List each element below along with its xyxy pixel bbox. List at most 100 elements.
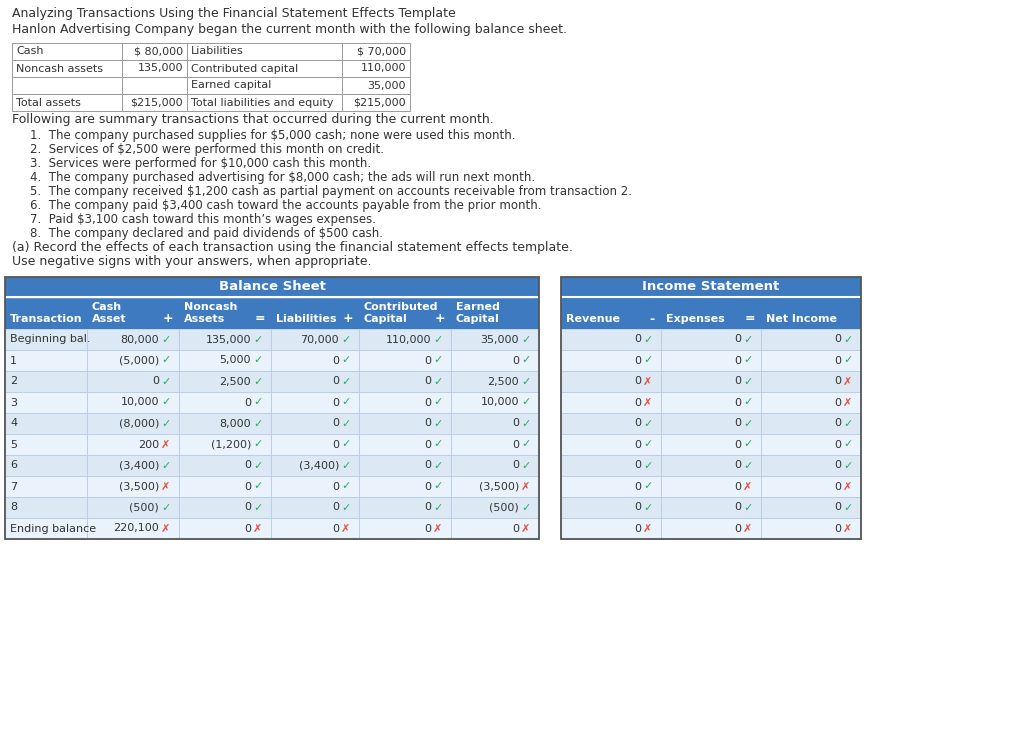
- Text: ✓: ✓: [341, 356, 350, 365]
- Text: 6: 6: [10, 460, 17, 471]
- Text: Contributed: Contributed: [364, 302, 438, 312]
- Text: ✗: ✗: [843, 524, 852, 533]
- Bar: [87, 497, 179, 518]
- Text: ✓: ✓: [253, 482, 262, 492]
- Bar: [662, 434, 761, 455]
- Text: Contributed capital: Contributed capital: [191, 63, 298, 73]
- Bar: [359, 392, 451, 413]
- Text: ✓: ✓: [253, 335, 262, 344]
- Text: 135,000: 135,000: [137, 63, 183, 73]
- Bar: [451, 297, 539, 329]
- Text: 1: 1: [10, 356, 17, 365]
- Text: ✓: ✓: [341, 376, 350, 386]
- Text: 70,000: 70,000: [300, 335, 339, 344]
- Text: Noncash assets: Noncash assets: [16, 63, 103, 73]
- Bar: [271, 329, 359, 350]
- Text: 2,500: 2,500: [487, 376, 519, 386]
- Text: ✓: ✓: [253, 460, 262, 471]
- Text: 0: 0: [424, 439, 431, 450]
- Text: 0: 0: [424, 376, 431, 386]
- Bar: [662, 350, 761, 371]
- Text: ✓: ✓: [521, 356, 530, 365]
- Text: $215,000: $215,000: [130, 98, 183, 108]
- Bar: [179, 518, 271, 539]
- Text: 0: 0: [512, 524, 519, 533]
- Bar: [271, 434, 359, 455]
- Text: (500): (500): [129, 503, 159, 512]
- Bar: [87, 518, 179, 539]
- Text: ✓: ✓: [341, 397, 350, 408]
- Text: ✗: ✗: [643, 376, 652, 386]
- Text: 0: 0: [244, 482, 251, 492]
- Text: 0: 0: [512, 460, 519, 471]
- Bar: [359, 518, 451, 539]
- Text: ✓: ✓: [341, 503, 350, 512]
- Bar: [359, 413, 451, 434]
- Text: (1,200): (1,200): [211, 439, 251, 450]
- Text: ✓: ✓: [743, 356, 753, 365]
- Text: ✓: ✓: [433, 482, 442, 492]
- Bar: [451, 497, 539, 518]
- Text: ✓: ✓: [643, 356, 652, 365]
- Bar: [271, 297, 359, 329]
- Bar: [87, 455, 179, 476]
- Bar: [122, 43, 187, 60]
- Bar: [179, 476, 271, 497]
- Bar: [761, 497, 861, 518]
- Text: 0: 0: [332, 418, 339, 429]
- Text: 0: 0: [332, 356, 339, 365]
- Bar: [12, 43, 122, 60]
- Bar: [359, 329, 451, 350]
- Text: ✗: ✗: [843, 376, 852, 386]
- Bar: [451, 350, 539, 371]
- Bar: [187, 60, 342, 77]
- Bar: [662, 476, 761, 497]
- Text: ✓: ✓: [521, 376, 530, 386]
- Bar: [87, 329, 179, 350]
- Text: ✓: ✓: [743, 376, 753, 386]
- Text: ✓: ✓: [843, 335, 852, 344]
- Text: ✗: ✗: [253, 524, 262, 533]
- Text: ✗: ✗: [521, 524, 530, 533]
- Text: 0: 0: [634, 439, 641, 450]
- Bar: [359, 350, 451, 371]
- Text: ✓: ✓: [433, 397, 442, 408]
- Text: Net Income: Net Income: [766, 314, 837, 324]
- Text: 7: 7: [10, 482, 17, 492]
- Bar: [5, 277, 539, 539]
- Bar: [87, 476, 179, 497]
- Text: 4: 4: [10, 418, 17, 429]
- Bar: [451, 518, 539, 539]
- Text: Total assets: Total assets: [16, 98, 81, 108]
- Text: ✓: ✓: [161, 356, 170, 365]
- Text: ✗: ✗: [843, 397, 852, 408]
- Bar: [87, 434, 179, 455]
- Bar: [5, 413, 87, 434]
- Bar: [179, 329, 271, 350]
- Text: 220,100: 220,100: [114, 524, 159, 533]
- Text: +: +: [434, 312, 445, 326]
- Bar: [662, 455, 761, 476]
- Text: =: =: [744, 312, 755, 326]
- Bar: [271, 371, 359, 392]
- Bar: [761, 350, 861, 371]
- Text: ✓: ✓: [521, 397, 530, 408]
- Bar: [662, 297, 761, 329]
- Text: 2,500: 2,500: [219, 376, 251, 386]
- Text: 2: 2: [10, 376, 17, 386]
- Text: 0: 0: [734, 503, 741, 512]
- Text: 3.  Services were performed for $10,000 cash this month.: 3. Services were performed for $10,000 c…: [30, 157, 371, 170]
- Bar: [271, 518, 359, 539]
- Text: +: +: [163, 312, 173, 326]
- Text: ✓: ✓: [643, 503, 652, 512]
- Text: ✓: ✓: [341, 335, 350, 344]
- Bar: [122, 77, 187, 94]
- Bar: [561, 455, 662, 476]
- Text: Earned capital: Earned capital: [191, 81, 271, 90]
- Text: ✓: ✓: [743, 503, 753, 512]
- Bar: [359, 497, 451, 518]
- Text: ✓: ✓: [843, 503, 852, 512]
- Bar: [451, 455, 539, 476]
- Bar: [761, 297, 861, 329]
- Text: Liabilities: Liabilities: [191, 46, 244, 57]
